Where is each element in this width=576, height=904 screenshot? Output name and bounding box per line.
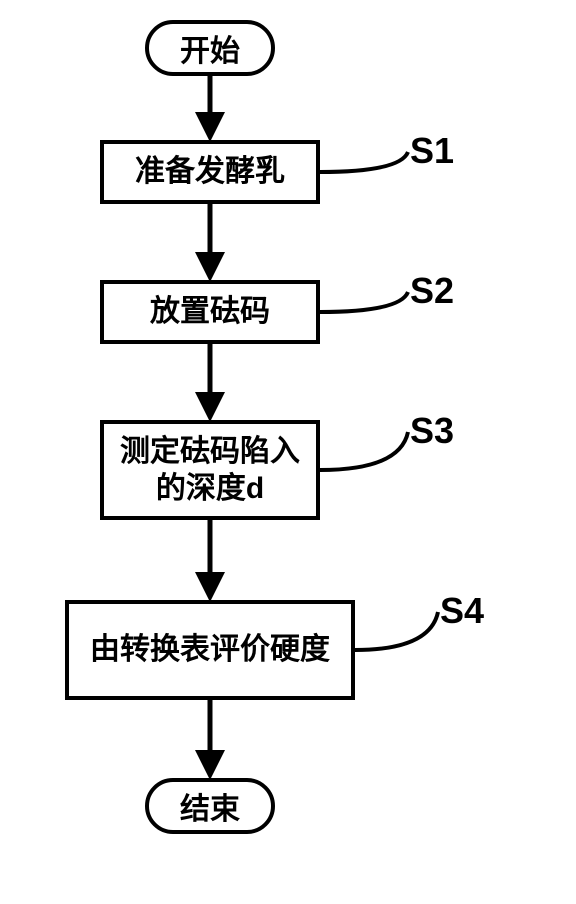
step-s4-text: 由转换表评价硬度 xyxy=(90,631,330,669)
step-s4-box: 由转换表评价硬度 xyxy=(65,600,355,700)
end-label: 结束 xyxy=(180,784,240,828)
label-s1: S1 xyxy=(410,130,454,172)
step-s1-text: 准备发酵乳 xyxy=(135,153,285,191)
flowchart-container: 开始 准备发酵乳 放置砝码 测定砝码陷入 的深度d 由转换表评价硬度 结束 S1… xyxy=(0,0,576,904)
connector-s2 xyxy=(320,292,408,312)
step-s1-box: 准备发酵乳 xyxy=(100,140,320,204)
connector-s1 xyxy=(320,152,408,172)
step-s2-text: 放置砝码 xyxy=(150,293,270,331)
connector-s3 xyxy=(320,432,408,470)
step-s3-box: 测定砝码陷入 的深度d xyxy=(100,420,320,520)
label-s3: S3 xyxy=(410,410,454,452)
label-s4: S4 xyxy=(440,590,484,632)
start-label: 开始 xyxy=(180,26,240,70)
connector-s4 xyxy=(355,612,438,650)
start-terminator: 开始 xyxy=(145,20,275,76)
step-s2-box: 放置砝码 xyxy=(100,280,320,344)
step-s3-text: 测定砝码陷入 的深度d xyxy=(120,433,300,508)
label-s2: S2 xyxy=(410,270,454,312)
end-terminator: 结束 xyxy=(145,778,275,834)
